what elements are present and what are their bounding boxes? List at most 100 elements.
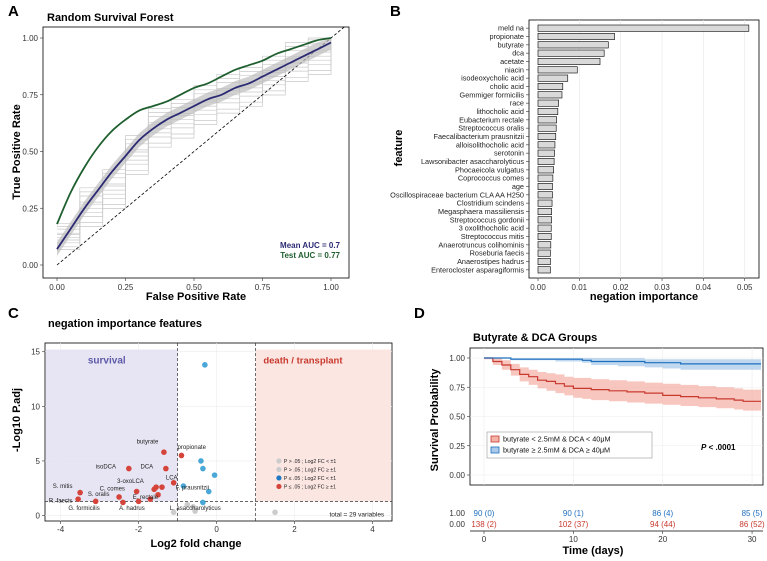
point-label: R. faecis [49,498,72,504]
y-tick-label: 0.00 [449,471,465,480]
bar [537,216,552,224]
point-label: DCA [141,465,154,471]
point [202,362,208,368]
legend-label-blue: butyrate ≥ 2.5mM & DCA ≥ 40μM [503,446,610,455]
confidence-band-red [484,358,761,411]
category-label: race [510,99,524,108]
category-label: age [512,182,524,191]
category-label: Anaerostipes hadrus [457,257,524,266]
point [272,509,278,516]
roc-step-curve [57,60,332,250]
legend-swatch [276,466,282,473]
bar [537,41,609,49]
category-label: cholic acid [490,82,524,91]
point [192,508,198,514]
y-tick-label: 0.25 [22,204,38,213]
category-label: Faecalibacterium prausnitzii [434,132,525,141]
risk-count-red: 86 (52) [739,520,765,529]
survival-region [46,349,178,502]
legend-label: P > .05 ; Log2 FC ≥ ±1 [284,468,336,474]
y-tick-label: 5 [36,457,41,466]
point-label: S. mitis [53,484,73,490]
point [147,496,154,502]
panel-c-ylabel: -Log10 P.adj [11,388,23,452]
panel-d-ylabel: Survival Probability [429,368,441,472]
x-tick-label: 0 [214,525,219,534]
category-label: 3 oxolithocholic acid [459,224,524,233]
bar [537,108,559,115]
point-label: isoDCA [96,465,116,471]
legend-box [486,431,653,459]
panel-a-series [56,37,332,256]
x-tick-label: 0.01 [572,283,588,292]
panel-a-roc: Random Survival Forest 0.00 0.25 0.50 0.75 1… [11,12,350,303]
total-variables-label: total = 29 variables [329,511,384,518]
category-label: Roseburia faecis [470,249,525,258]
bar [537,241,552,249]
y-tick-label: 0 [36,512,41,521]
point [200,499,206,506]
point-label: LCA [166,476,178,482]
x-tick-label: 0 [482,535,487,544]
panel-d-survival: Butyrate & DCA Groups butyrate < 2.5mM &… [429,332,765,557]
point [120,499,126,506]
category-label: Eubacterium rectale [459,115,524,124]
bar [537,58,601,65]
point-label: butyrate [137,439,159,445]
point [151,486,157,493]
bar [537,183,553,190]
y-tick-label: 10 [31,402,40,411]
category-label: isodeoxycholic acid [461,74,524,83]
y-tick-label: 1.00 [449,354,465,363]
x-tick-label: 20 [658,535,667,544]
point [180,483,187,489]
panel-d-xlabel: Time (days) [563,545,624,557]
panel-c-volcano: negation importance features survival dea… [11,318,393,550]
panel-a-ylabel: True Positive Rate [11,104,23,199]
bar [537,174,554,182]
legend-swatch-blue [490,446,500,454]
risk-row-red-axis: 0.00 [449,520,465,529]
legend-swatch-red [490,435,500,443]
bar [537,116,557,124]
point [163,465,169,472]
point-label: F. prausnitzii [176,485,209,491]
mean-confidence-band [57,38,331,256]
risk-count-blue: 90 (1) [563,509,584,518]
risk-count-red: 102 (37) [558,520,588,529]
x-tick-label: 0.50 [186,283,202,292]
category-label: Megasphaera massiliensis [438,207,524,216]
risk-count-blue: 90 (0) [474,509,495,518]
x-tick-label: 0.75 [255,283,271,292]
panel-b-importance: 0.00 0.01 0.02 0.03 0.04 0.05 meld napropionat… [390,19,760,303]
bar [537,141,556,149]
x-tick-label: 0.02 [613,283,629,292]
category-label: serotonin [494,149,524,158]
x-tick-label: -4 [57,525,65,534]
bar [537,158,555,165]
category-label: Oscillospiraceae bacterium CLA AA H250 [390,190,524,199]
panel-a-test-auc: Test AUC = 0.77 [280,251,340,260]
category-label: niacin [505,65,524,74]
death-region-label: death / transplant [263,356,343,367]
survival-curve-red [484,357,761,402]
point [155,491,161,498]
risk-count-red: 138 (2) [471,520,497,529]
panel-letter-a: A [8,3,19,20]
survival-curve-blue [484,357,761,365]
point-label: C. comes [100,486,125,492]
legend-label: P ≤ .05 ; Log2 FC < ±1 [284,476,336,482]
bar [537,83,564,90]
y-tick-label: 15 [31,348,40,357]
bar [537,208,552,215]
category-label: Phocaeicola vulgatus [455,165,524,174]
x-tick-label: 0.03 [654,283,670,292]
category-label: butyrate [498,40,524,49]
bar [537,33,615,40]
panel-c-title: negation importance features [48,318,202,330]
legend: butyrate < 2.5mM & DCA < 40μM butyrate ≥ … [486,431,653,459]
point [178,452,185,459]
point [184,501,191,508]
y-tick-label: 1.00 [22,34,38,43]
risk-count-blue: 86 (4) [652,509,673,518]
